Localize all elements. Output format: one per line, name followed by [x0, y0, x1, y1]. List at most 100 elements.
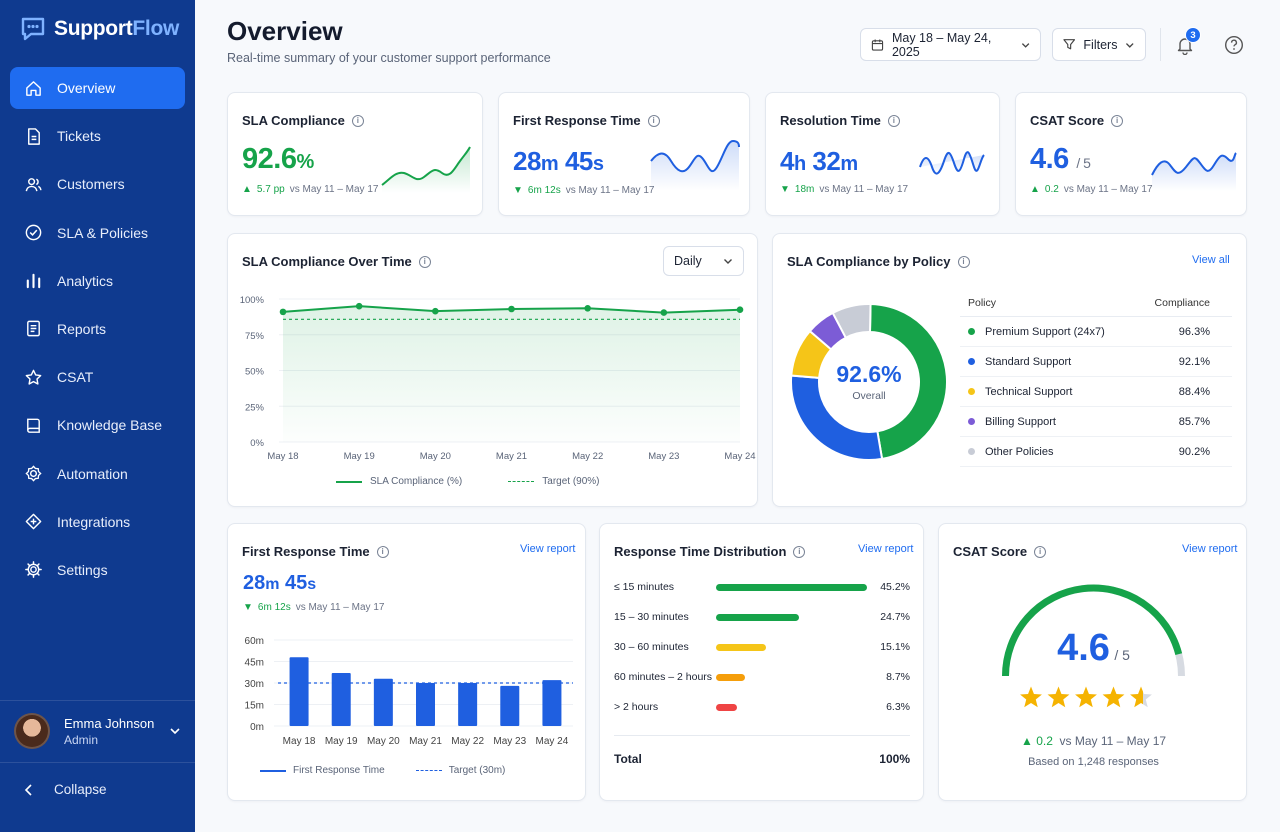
- kpi-sla-compare: vs May 11 – May 17: [289, 184, 379, 195]
- sidebar-item-label: Reports: [57, 320, 107, 337]
- info-icon[interactable]: i: [1034, 545, 1047, 558]
- notification-badge: 3: [1185, 27, 1201, 43]
- kpi-res-u2: m: [840, 153, 858, 175]
- legend-target-label: Target (90%): [542, 476, 600, 487]
- legend-dot: [968, 388, 975, 395]
- kpi-card-sla[interactable]: SLA Compliance i 92.6% ▲ 5.7 pp vs May 11 –…: [227, 92, 483, 216]
- policy-table: Policy Compliance Premium Support (24x7) 9…: [960, 289, 1232, 467]
- user-role: Admin: [64, 732, 99, 747]
- sidebar-item-tickets[interactable]: Tickets: [10, 115, 185, 157]
- policy-row[interactable]: Standard Support 92.1%: [960, 347, 1232, 377]
- policy-name: Standard Support: [985, 355, 1072, 368]
- frt-card-title: First Response Time: [242, 544, 370, 559]
- frt-u1: m: [265, 576, 280, 593]
- app-name-part2: Flow: [132, 17, 180, 40]
- policy-row[interactable]: Billing Support 85.7%: [960, 407, 1232, 437]
- legend-sla-label: SLA Compliance (%): [370, 476, 463, 487]
- sla-by-policy-header: SLA Compliance by Policy i: [787, 254, 970, 269]
- info-icon[interactable]: i: [793, 545, 806, 558]
- y-tick-label: 15m: [245, 701, 264, 712]
- distribution-label: 60 minutes – 2 hours: [614, 671, 713, 683]
- policy-row[interactable]: Premium Support (24x7) 96.3%: [960, 317, 1232, 347]
- data-point: [508, 305, 515, 313]
- info-icon[interactable]: i: [957, 255, 970, 268]
- app-name-part1: Support: [54, 17, 133, 40]
- csat-gauge: [1002, 584, 1185, 677]
- sidebar-item-customers[interactable]: Customers: [10, 163, 185, 205]
- csat-view-report-link[interactable]: View report: [1182, 543, 1238, 555]
- collapse-button[interactable]: Collapse: [0, 762, 195, 816]
- frt-card-compare: vs May 11 – May 17: [295, 602, 385, 613]
- sidebar-item-settings[interactable]: Settings: [10, 549, 185, 591]
- rtd-view-report-link[interactable]: View report: [858, 543, 914, 555]
- info-icon[interactable]: i: [376, 545, 389, 558]
- kpi-card-frt[interactable]: First Response Time i 28m 45s ▼ 6m 12s vs M…: [498, 92, 750, 216]
- sidebar-item-knowledge-base[interactable]: Knowledge Base: [10, 404, 185, 446]
- sidebar-item-label: CSAT: [57, 369, 94, 386]
- sidebar-item-reports[interactable]: Reports: [10, 308, 185, 350]
- kpi-csat-header: CSAT Score i: [1030, 113, 1124, 128]
- sla-over-time-card: SLA Compliance Over Time i Daily 100% 75% 5…: [227, 233, 758, 507]
- kpi-sla-number: 92.6: [242, 143, 297, 175]
- kpi-card-csat[interactable]: CSAT Score i 4.6 / 5 ▲ 0.2 vs May 11 – May …: [1015, 92, 1247, 216]
- frt-view-report-link[interactable]: View report: [520, 543, 576, 555]
- chevron-left-icon: [24, 783, 32, 796]
- legend-dot: [968, 418, 975, 425]
- view-all-link[interactable]: View all: [1192, 254, 1230, 266]
- date-range-picker[interactable]: May 18 – May 24, 2025: [860, 28, 1041, 61]
- info-icon[interactable]: i: [1111, 114, 1124, 127]
- policy-compliance: 85.7%: [1178, 415, 1210, 428]
- x-tick-label: May 24: [536, 736, 569, 747]
- trend-up-icon: ▲: [1020, 734, 1033, 748]
- star-icon: [1020, 686, 1042, 708]
- help-icon: [1224, 35, 1244, 55]
- chevron-down-icon: [1021, 42, 1030, 48]
- filters-button[interactable]: Filters: [1052, 28, 1146, 61]
- kpi-res-delta-value: 18m: [794, 184, 815, 195]
- sidebar-item-overview[interactable]: Overview: [10, 67, 185, 109]
- policy-row[interactable]: Technical Support 88.4%: [960, 377, 1232, 407]
- frt-card-header: First Response Time i: [242, 544, 389, 559]
- sidebar-item-automation[interactable]: Automation: [10, 453, 185, 495]
- kpi-frt-delta: ▼ 6m 12s vs May 11 – May 17: [513, 185, 654, 196]
- donut-center: 92.6% Overall: [787, 361, 951, 402]
- legend-frt-label: First Response Time: [293, 765, 385, 776]
- star-icon: [25, 369, 42, 385]
- frt-u2: s: [307, 576, 317, 593]
- policy-compliance: 92.1%: [1178, 355, 1210, 368]
- frt-card-value: 28m 45s: [243, 572, 316, 595]
- donut-slice: [868, 302, 948, 461]
- info-icon[interactable]: i: [647, 114, 660, 127]
- rtd-total-row: Total 100%: [614, 752, 910, 766]
- info-icon[interactable]: i: [418, 255, 431, 268]
- sidebar-item-analytics[interactable]: Analytics: [10, 260, 185, 302]
- info-icon[interactable]: i: [351, 114, 364, 127]
- user-menu[interactable]: Emma Johnson Admin: [0, 700, 195, 761]
- frt-card-delta-value: 6m 12s: [257, 602, 291, 613]
- csat-value: 4.6: [1057, 627, 1110, 669]
- filter-icon: [1063, 39, 1076, 50]
- sidebar-item-label: Customers: [57, 176, 125, 193]
- kpi-frt-v1: 28: [513, 146, 541, 176]
- y-tick-label: 30m: [245, 679, 264, 690]
- notifications-button[interactable]: 3: [1173, 27, 1201, 57]
- kpi-frt-u1: m: [540, 153, 559, 175]
- data-point: [432, 307, 439, 315]
- distribution-label: > 2 hours: [614, 701, 659, 713]
- col-policy: Policy: [968, 296, 997, 309]
- sidebar-item-integrations[interactable]: Integrations: [10, 501, 185, 543]
- policy-name: Premium Support (24x7): [985, 325, 1105, 338]
- help-button[interactable]: [1222, 33, 1246, 57]
- app-logo[interactable]: SupportFlow: [20, 16, 179, 42]
- x-tick-label: May 22: [451, 736, 484, 747]
- policy-row[interactable]: Other Policies 90.2%: [960, 437, 1232, 467]
- sidebar-item-sla-policies[interactable]: SLA & Policies: [10, 212, 185, 254]
- sidebar-item-csat[interactable]: CSAT: [10, 356, 185, 398]
- legend-target-swatch: [508, 481, 535, 482]
- x-tick-label: May 20: [420, 451, 451, 462]
- kpi-csat-value: 4.6 / 5: [1030, 143, 1091, 176]
- kpi-card-resolution[interactable]: Resolution Time i 4h 32m ▼ 18m vs May 11 – …: [765, 92, 1000, 216]
- period-select[interactable]: Daily: [663, 246, 744, 276]
- period-select-value: Daily: [674, 254, 702, 268]
- info-icon[interactable]: i: [887, 114, 900, 127]
